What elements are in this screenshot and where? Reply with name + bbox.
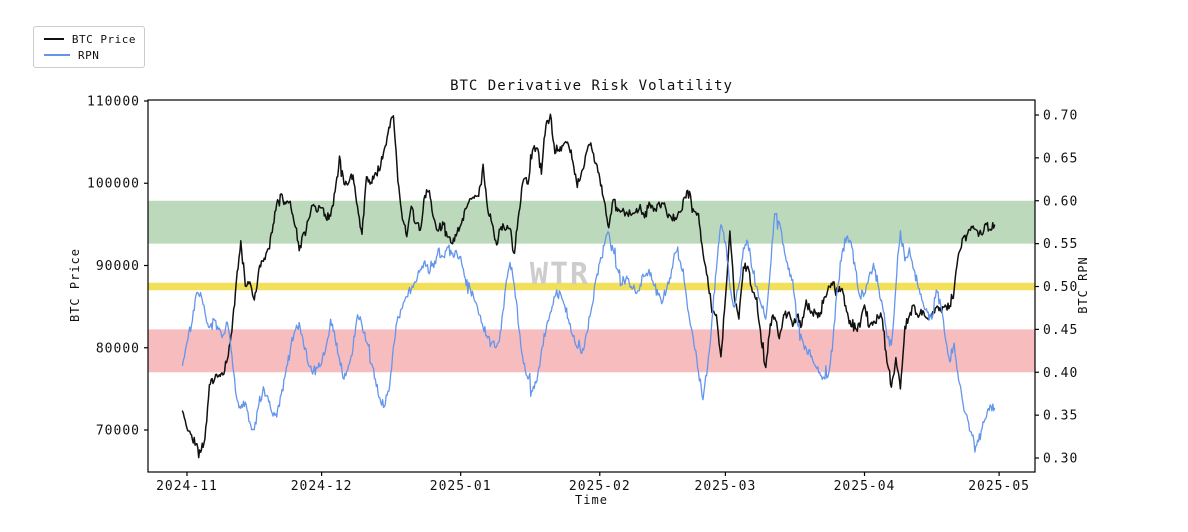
y-tick-label-right: 0.65 (1043, 151, 1078, 166)
chart-title: BTC Derivative Risk Volatility (450, 78, 733, 94)
y-tick-label-right: 0.40 (1043, 366, 1078, 381)
y-tick-label-right: 0.50 (1043, 280, 1078, 295)
btc-price-line-swatch (44, 38, 64, 40)
x-tick-label: 2024-12 (291, 479, 353, 494)
y-tick-label-right: 0.70 (1043, 109, 1078, 124)
x-tick-label: 2025-03 (695, 479, 757, 494)
legend-item-rpn: RPN (44, 47, 136, 63)
btc-price-line (181, 113, 996, 459)
y-tick-label-right: 0.35 (1043, 409, 1078, 424)
x-tick-label: 2024-11 (156, 479, 218, 494)
y-axis-label-left: BTC Price (68, 247, 82, 323)
data-series (181, 113, 996, 459)
watermark-text: WTR (530, 257, 590, 292)
y-tick-label-right: 0.60 (1043, 194, 1078, 209)
axis-tick-labels: 2024-11 2024-12 2025-01 2025-02 2025-03 2025-… (87, 94, 1078, 494)
y-tick-label-right: 0.30 (1043, 452, 1078, 467)
y-tick-label-left: 70000 (96, 424, 140, 439)
x-axis-label: Time (575, 493, 608, 507)
y-tick-label-left: 80000 (96, 341, 140, 356)
y-tick-label-left: 90000 (96, 259, 140, 274)
high-risk-band (148, 200, 1035, 244)
x-tick-label: 2025-05 (968, 479, 1030, 494)
legend-label-rpn: RPN (78, 48, 100, 62)
x-tick-label: 2025-04 (834, 479, 896, 494)
legend-item-btc-price: BTC Price (44, 31, 136, 47)
axis-ticks (144, 100, 1039, 476)
y-tick-label-right: 0.55 (1043, 237, 1078, 252)
y-tick-label-left: 100000 (87, 177, 140, 192)
y-axis-label-right: BTC RPN (1076, 256, 1090, 314)
rpn-line-swatch (44, 54, 70, 56)
legend: BTC Price RPN (33, 26, 145, 68)
legend-label-btc-price: BTC Price (71, 32, 136, 46)
y-tick-label-left: 110000 (87, 94, 140, 109)
x-tick-label: 2025-02 (569, 479, 631, 494)
rpn-line (181, 212, 996, 453)
y-tick-label-right: 0.45 (1043, 323, 1078, 338)
x-tick-label: 2025-01 (430, 479, 492, 494)
